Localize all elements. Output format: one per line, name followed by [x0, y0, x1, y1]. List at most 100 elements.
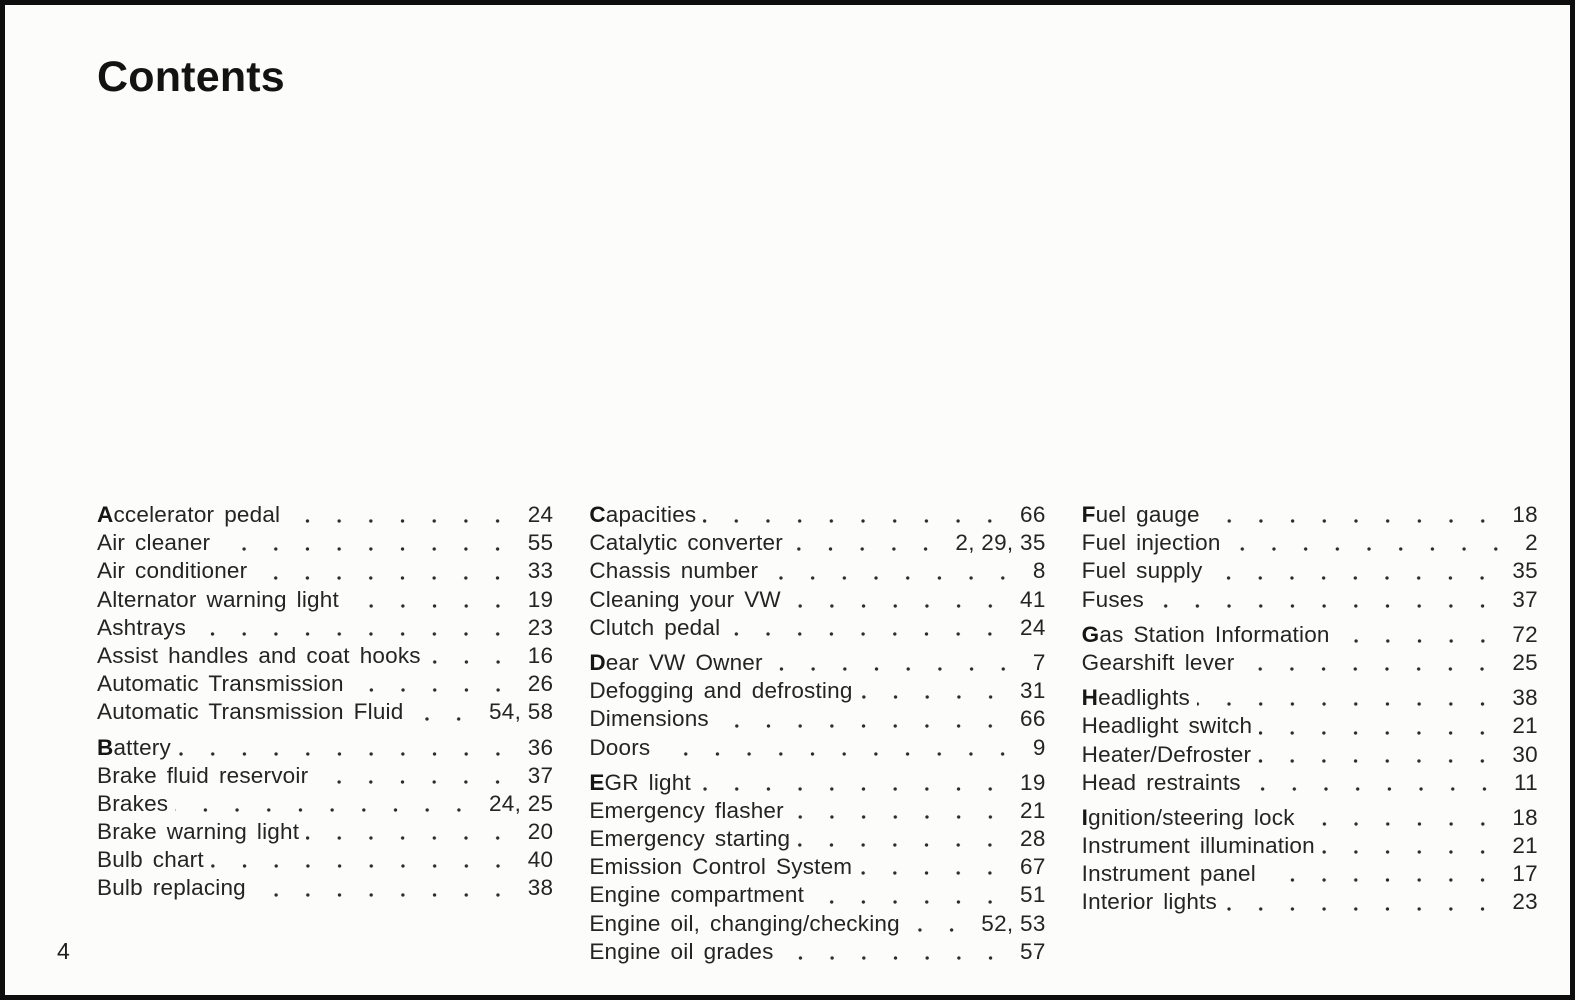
dot-leader	[1150, 585, 1501, 614]
toc-entry-label: Clutch pedal	[589, 614, 721, 640]
toc-entry-label: Headlights	[1081, 685, 1190, 711]
dot-leader	[410, 698, 477, 727]
toc-entry-pages: 33	[527, 558, 554, 584]
dot-leader	[217, 529, 516, 558]
dot-leader	[427, 641, 516, 671]
toc-entry-label: Headlight switch	[1081, 713, 1253, 739]
toc-entry: Interior lights 23	[1082, 888, 1538, 917]
dot-leader	[1336, 620, 1501, 649]
toc-entry: Gearshift lever 25	[1081, 648, 1538, 678]
toc-entry-pages: 31	[1020, 678, 1046, 704]
toc-entry-label: Alternator warning light	[97, 586, 339, 612]
dot-leader	[859, 677, 1009, 706]
toc-entry-pages: 41	[1020, 586, 1046, 612]
toc-entry: Defogging and defrosting 31	[589, 677, 1046, 706]
toc-entry-pages: 40	[527, 847, 554, 873]
toc-entry: Brake fluid reservoir 37	[97, 761, 553, 790]
dot-leader	[797, 825, 1009, 854]
toc-entry-pages: 35	[1512, 558, 1538, 584]
toc-entry: Chassis number 8	[589, 557, 1045, 586]
toc-entry-label: Dimensions	[589, 706, 709, 732]
toc-entry-label: Brakes	[97, 790, 169, 816]
toc-entry-pages: 11	[1514, 769, 1538, 795]
toc-entry: Clutch pedal 24	[589, 613, 1046, 642]
dot-leader	[657, 733, 1021, 762]
toc-entry: Air conditioner 33	[97, 557, 554, 586]
page-number: 4	[57, 938, 70, 964]
dot-leader	[811, 881, 1009, 910]
dot-leader	[175, 789, 477, 819]
group-initial-letter: A	[97, 502, 114, 527]
toc-entry-pages: 24, 25	[488, 790, 554, 816]
toc-entry-pages: 9	[1032, 734, 1046, 760]
toc-entry-pages: 19	[1020, 769, 1046, 795]
toc-entry: Dimensions 66	[589, 705, 1046, 734]
toc-entry: Doors 9	[589, 733, 1046, 762]
toc-entry-pages: 67	[1020, 854, 1046, 880]
group-initial-letter: D	[589, 649, 606, 675]
toc-entry-pages: 25	[1512, 649, 1538, 675]
dot-leader	[1241, 648, 1501, 678]
toc-entry: Fuel injection 2	[1082, 529, 1538, 558]
dot-leader	[697, 768, 1009, 797]
toc-entry-label: Capacities	[589, 502, 697, 527]
toc-entry-pages: 52, 53	[981, 910, 1046, 936]
toc-entry: Fuses 37	[1082, 585, 1538, 614]
dot-leader	[345, 585, 516, 614]
toc-entry-pages: 55	[527, 530, 554, 556]
toc-entry-pages: 66	[1020, 706, 1046, 732]
toc-entry: Headlights 38	[1081, 684, 1538, 713]
toc-entry-label: Ashtrays	[97, 614, 187, 640]
toc-entry-label: Automatic Transmission	[97, 671, 344, 697]
toc-entry-pages: 18	[1512, 502, 1538, 527]
toc-entry-label: Air conditioner	[97, 558, 248, 584]
dot-leader	[1301, 803, 1501, 833]
dot-leader	[1247, 768, 1503, 797]
toc-entry-pages: 23	[527, 614, 554, 640]
toc-entry-pages: 37	[1512, 586, 1538, 612]
dot-leader	[1223, 888, 1501, 917]
toc-entry-pages: 28	[1020, 826, 1046, 852]
toc-entry-pages: 72	[1512, 621, 1538, 647]
toc-entry-label: Fuel gauge	[1081, 502, 1200, 527]
group-initial-letter: C	[589, 502, 606, 527]
toc-entry-pages: 30	[1512, 741, 1538, 767]
toc-column: Fuel gauge 18 Fuel injection 2 Fuel supply 35…	[1082, 501, 1538, 966]
group-initial-letter: H	[1081, 685, 1099, 711]
toc-entry-pages: 66	[1020, 502, 1046, 527]
toc-entry-label: Gearshift lever	[1081, 649, 1235, 675]
toc-entry: Battery 36	[97, 733, 553, 762]
toc-entry: Fuel supply 35	[1082, 557, 1538, 586]
toc-entry-label: Gas Station Information	[1081, 621, 1330, 647]
group-initial-letter: B	[97, 734, 114, 760]
toc-entry-label: Chassis number	[589, 558, 759, 584]
toc-entry: Emergency flasher 21	[589, 796, 1045, 826]
toc-entry-pages: 23	[1512, 889, 1538, 915]
dot-leader	[715, 705, 1009, 734]
toc-entry-label: Bulb replacing	[97, 875, 246, 901]
toc-entry-pages: 38	[527, 875, 554, 901]
dot-leader	[1227, 529, 1514, 558]
toc-entry-pages: 24	[1020, 614, 1046, 640]
toc-entry-pages: 24	[527, 502, 554, 527]
toc-letter-group: Gas Station Information 72 Gearshift lever…	[1081, 620, 1538, 678]
table-of-contents: Accelerator pedal 24 Air cleaner 55 Air cond…	[97, 501, 1538, 966]
toc-entry-label: Head restraints	[1081, 769, 1241, 795]
dot-leader	[315, 761, 516, 790]
dot-leader	[787, 585, 1009, 614]
toc-entry: Ashtrays 23	[97, 613, 554, 642]
toc-entry-pages: 51	[1020, 882, 1046, 908]
toc-entry-label: EGR light	[589, 769, 691, 795]
toc-entry-pages: 20	[527, 819, 554, 845]
toc-entry: Brakes 24, 25	[97, 789, 554, 819]
toc-entry-label: Assist handles and coat hooks	[97, 642, 421, 668]
toc-entry-pages: 18	[1512, 804, 1538, 830]
toc-letter-group: Battery 36 Brake fluid reservoir 37 Brakes 24…	[97, 733, 554, 903]
toc-entry-label: Emergency starting	[589, 826, 791, 852]
toc-entry: Engine compartment 51	[589, 881, 1046, 910]
dot-leader	[254, 557, 516, 586]
toc-entry-pages: 16	[527, 642, 554, 668]
toc-entry: Headlight switch 21	[1081, 712, 1538, 741]
toc-entry-label: Air cleaner	[97, 530, 211, 556]
